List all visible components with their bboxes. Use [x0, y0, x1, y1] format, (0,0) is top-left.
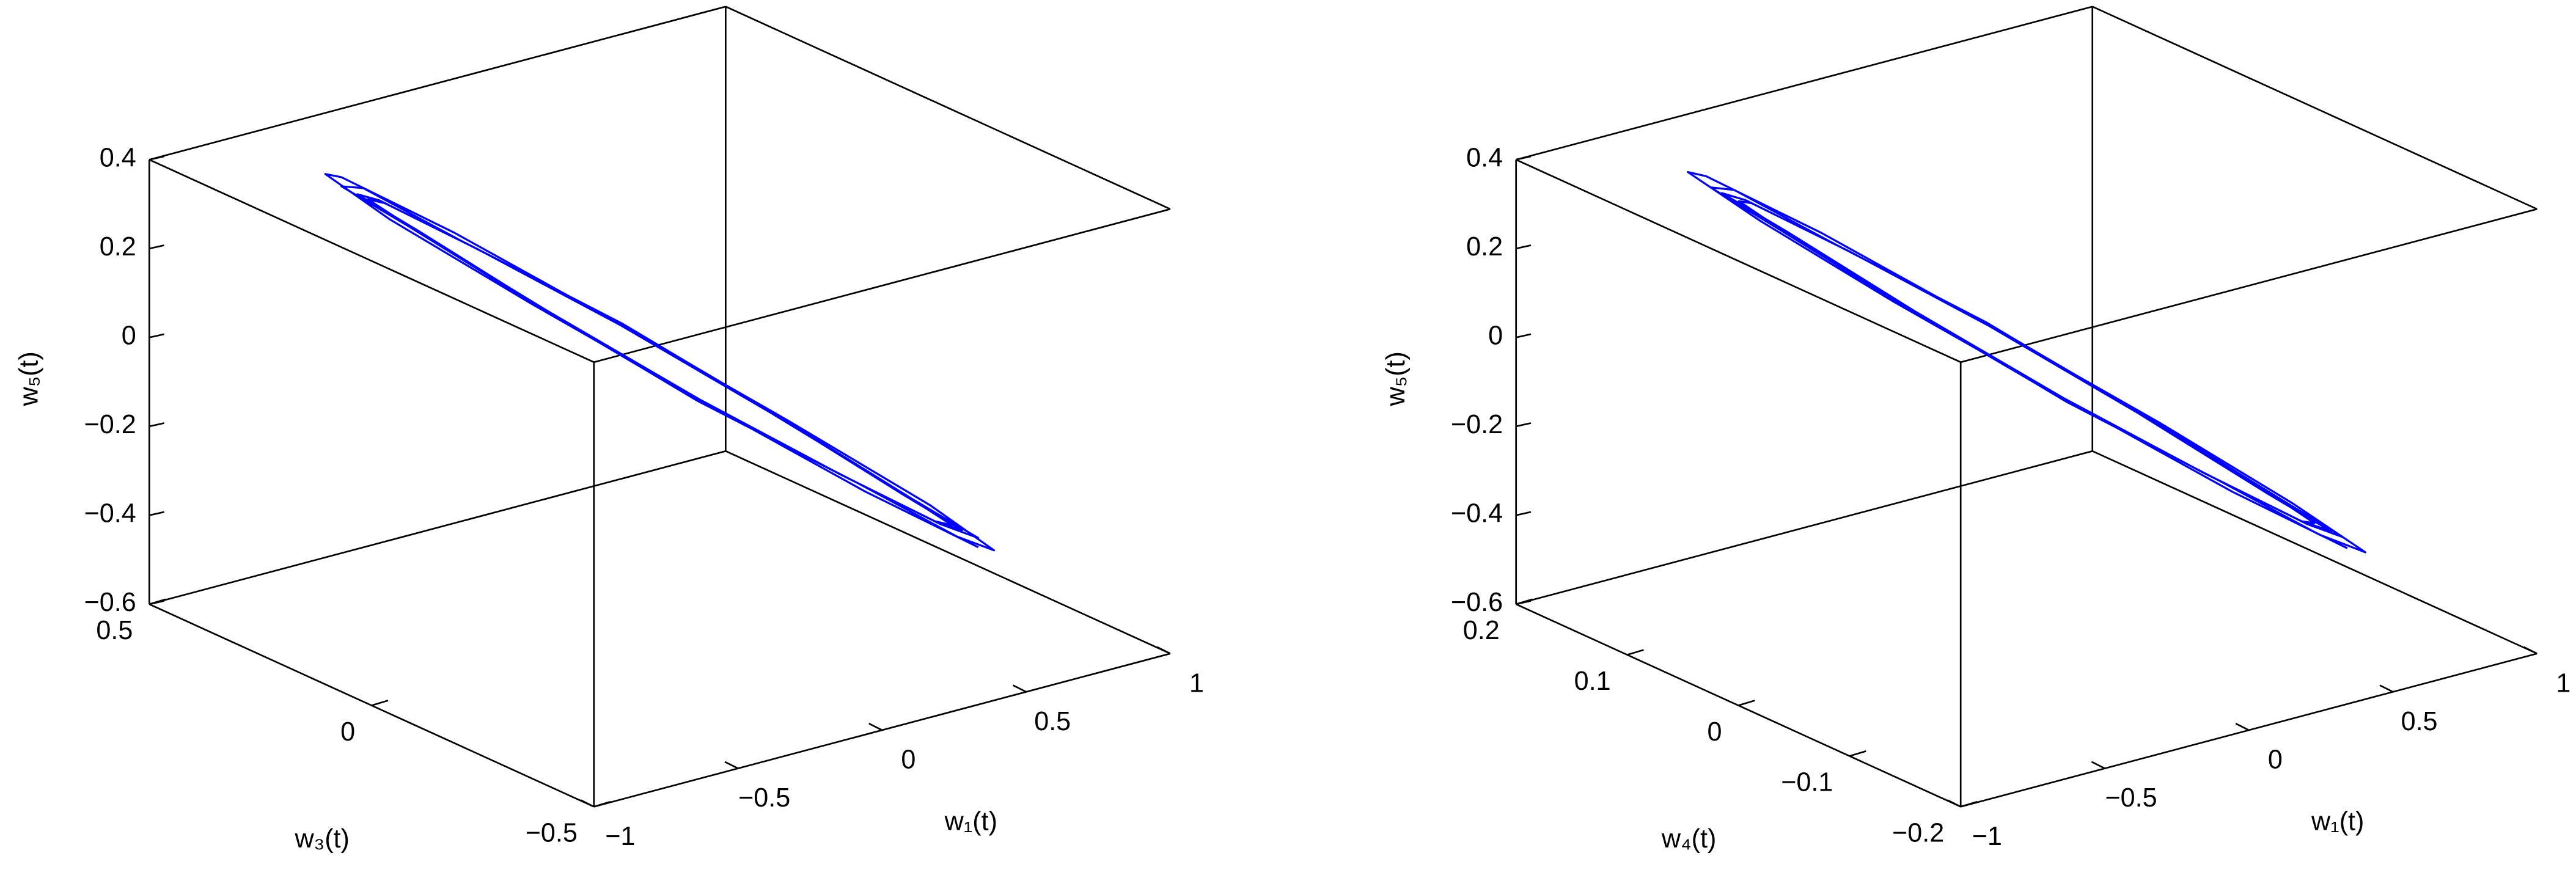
z-tick-label: 0.2	[100, 232, 136, 262]
y-tick	[1738, 700, 1755, 706]
z-tick-label: −0.4	[1451, 499, 1503, 529]
z-tick	[149, 155, 164, 161]
z-tick	[1516, 422, 1532, 428]
y-tick-label: −0.2	[1892, 818, 1944, 847]
x-tick-label: −0.5	[2105, 783, 2157, 813]
z-tick-label: 0.4	[100, 144, 136, 173]
x-tick-label: 0.5	[1034, 707, 1071, 736]
box-edge	[725, 5, 1171, 210]
y-tick	[1960, 800, 1978, 808]
x-tick-label: −0.5	[738, 783, 790, 813]
box-edge	[725, 450, 1171, 654]
x-tick	[1012, 684, 1027, 693]
z-tick	[149, 422, 164, 428]
y-tick	[593, 800, 611, 808]
box-edge	[593, 208, 1171, 364]
x-tick	[2091, 761, 2105, 769]
z-tick	[149, 333, 164, 338]
z-axis-label: w₅(t)	[1381, 351, 1411, 406]
z-tick-label: −0.2	[84, 410, 136, 439]
y-tick-label: 0.1	[1574, 667, 1611, 696]
y-axis-label: w₃(t)	[295, 824, 350, 854]
box-edge	[1960, 208, 2537, 364]
x-tick-label: −1	[605, 822, 635, 851]
y-tick-label: −0.5	[526, 818, 578, 847]
trajectory	[324, 173, 996, 552]
y-tick	[371, 700, 389, 706]
z-tick	[149, 600, 164, 605]
y-tick	[1627, 649, 1644, 656]
z-tick-label: −0.4	[84, 499, 136, 529]
box-edge	[149, 5, 726, 161]
z-tick	[1516, 511, 1532, 516]
z-tick-label: −0.2	[1451, 410, 1503, 439]
z-tick-label: 0	[1488, 321, 1503, 351]
y-tick-label: 0.2	[1463, 616, 1500, 645]
z-tick	[1516, 244, 1532, 250]
z-axis-label: w₅(t)	[15, 351, 44, 406]
box-edge	[2092, 5, 2537, 210]
z-tick-label: 0.2	[1466, 232, 1503, 262]
x-tick-label: 0	[901, 745, 916, 775]
y-tick-label: 0	[340, 717, 355, 747]
x-tick-label: 0.5	[2401, 707, 2438, 736]
x-tick	[1947, 799, 1961, 808]
z-tick	[1516, 155, 1532, 161]
x-tick-label: 1	[1189, 668, 1204, 698]
y-tick-label: −0.1	[1781, 768, 1833, 797]
x-tick-label: 0	[2268, 745, 2283, 775]
trajectory	[1687, 170, 2367, 554]
z-tick	[1516, 333, 1532, 338]
x-tick	[2379, 684, 2394, 693]
x-axis-label: w₁(t)	[2311, 807, 2364, 836]
box-edge	[1516, 159, 1961, 364]
box-edge	[1516, 5, 2093, 161]
z-tick-label: 0	[122, 321, 136, 351]
x-tick	[724, 761, 739, 769]
x-tick	[1156, 646, 1171, 654]
y-axis-label: w₄(t)	[1661, 824, 1716, 854]
z-tick	[1516, 600, 1532, 605]
x-axis-label: w₁(t)	[944, 807, 997, 836]
x-tick	[2523, 646, 2537, 654]
y-tick	[1849, 750, 1866, 757]
z-tick	[149, 244, 164, 250]
box-edge	[149, 159, 595, 364]
x-tick	[580, 799, 595, 808]
x-tick-label: −1	[1972, 822, 2002, 851]
x-tick	[2235, 723, 2250, 731]
y-tick-label: 0.5	[96, 616, 133, 645]
box-edge	[2092, 450, 2537, 654]
x-tick-label: 1	[2556, 668, 2570, 698]
x-tick	[868, 723, 883, 731]
z-tick-label: −0.6	[1451, 588, 1503, 617]
box-edge	[1516, 450, 2093, 605]
z-tick	[149, 511, 164, 516]
y-tick-label: 0	[1708, 717, 1722, 747]
box-edge	[149, 450, 726, 605]
z-tick-label: −0.6	[84, 588, 136, 617]
z-tick-label: 0.4	[1466, 144, 1503, 173]
